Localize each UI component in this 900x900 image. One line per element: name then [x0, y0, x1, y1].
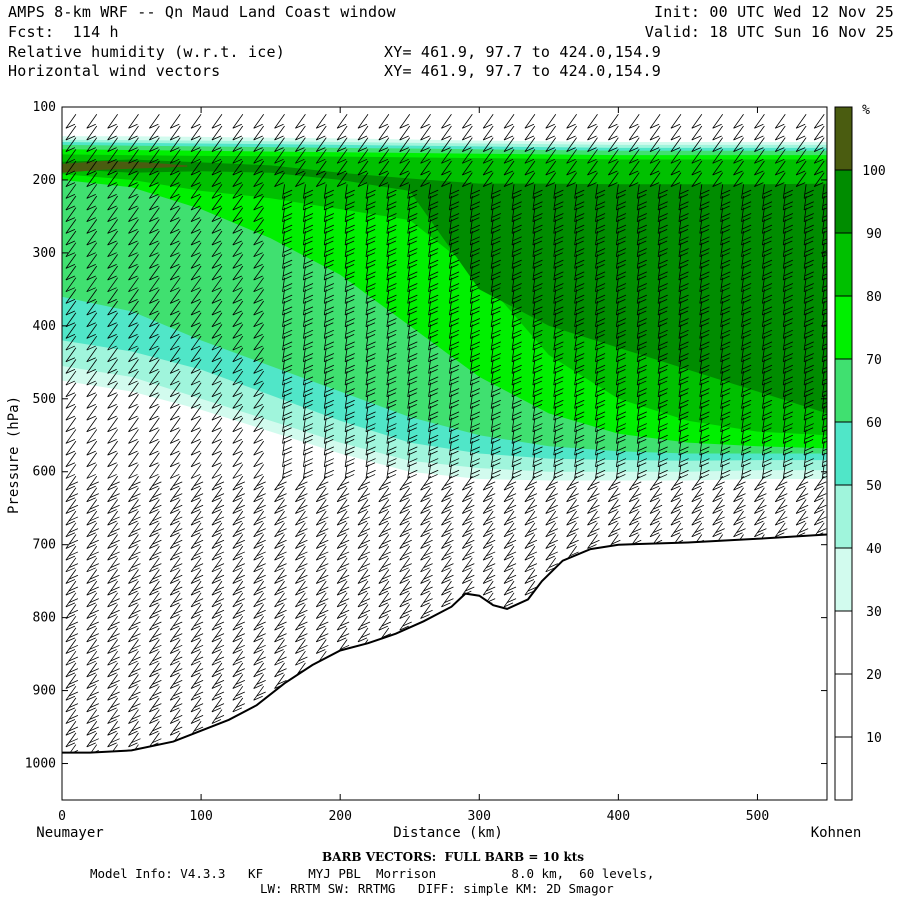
y-tick-label: 100	[33, 100, 56, 115]
wind-barb-column	[86, 114, 99, 759]
colorbar-band	[835, 422, 852, 485]
wind-barb-column	[691, 114, 710, 549]
y-tick-label: 600	[33, 465, 56, 480]
wind-barb-column	[295, 114, 314, 678]
xy-line-2: XY= 461.9, 97.7 to 424.0,154.9	[384, 62, 661, 80]
wind-barb-column	[253, 114, 266, 701]
wind-barb-column	[190, 114, 204, 736]
x-tick-label: 100	[189, 809, 212, 824]
wind-barb-column	[712, 114, 731, 549]
colorbar-band	[835, 485, 852, 548]
wind-barb-column	[128, 114, 141, 759]
wind-barb-column	[107, 114, 120, 759]
barb-note: BARB VECTORS: FULL BARB = 10 kts	[322, 850, 585, 864]
colorbar-band	[835, 548, 852, 611]
colorbar-tick-label: 10	[866, 731, 882, 746]
colorbar-unit: %	[862, 103, 870, 118]
valid-time: Valid: 18 UTC Sun 16 Nov 25	[644, 23, 894, 41]
wind-barb-column	[524, 114, 543, 596]
colorbar-band	[835, 359, 852, 422]
terrain-surface-line	[62, 533, 828, 754]
colorbar-tick-label: 30	[866, 605, 882, 620]
x-tick-label: 500	[746, 809, 769, 824]
plot-frame	[61, 106, 828, 801]
y-axis-label: Pressure (hPa)	[6, 396, 22, 514]
wind-barb-column	[461, 114, 481, 596]
wind-barb-column	[774, 114, 794, 538]
model-info-2: LW: RRTM SW: RRTMG DIFF: simple KM: 2D S…	[260, 881, 614, 896]
wind-barb-column	[420, 114, 439, 619]
rh-band-100	[62, 161, 188, 173]
rh-fill-layer	[62, 136, 827, 481]
y-tick-label: 800	[33, 611, 56, 626]
wind-barb-column	[315, 114, 335, 666]
wind-barb-layer	[65, 114, 827, 759]
left-endpoint-label: Neumayer	[36, 825, 103, 841]
y-tick-label: 700	[33, 538, 56, 553]
x-tick-label: 400	[607, 809, 630, 824]
colorbar-band	[835, 107, 852, 170]
wind-barb-column	[813, 114, 827, 538]
wind-barb-column	[441, 114, 460, 608]
wind-barb-column	[795, 114, 814, 538]
y-tick-label: 900	[33, 684, 56, 699]
wind-barb-column	[399, 114, 418, 631]
colorbar-band	[835, 296, 852, 359]
x-tick-label: 0	[58, 809, 66, 824]
wind-barb-column	[608, 114, 627, 549]
model-info: Model Info: V4.3.3 KF MYJ PBL Morrison 8…	[90, 866, 655, 881]
wind-barb-column	[754, 114, 773, 549]
wind-barb-column	[169, 114, 183, 748]
wind-barb-column	[65, 114, 79, 759]
colorbar-band	[835, 737, 852, 800]
wind-barb-column	[232, 114, 245, 713]
field-label-wind: Horizontal wind vectors	[8, 62, 221, 80]
colorbar: 10 20 30 40 50 60 70 80 90 100	[834, 106, 886, 801]
wind-barb-column	[336, 114, 355, 654]
x-tick-label: 200	[328, 809, 351, 824]
wind-barb-column	[357, 114, 376, 654]
axes: 100 200 300 400 500 600 700 800 900 1000 0 100 200 30…	[25, 100, 827, 824]
wind-barb-column	[149, 114, 162, 748]
colorbar-band	[835, 170, 852, 233]
y-tick-label: 500	[33, 392, 56, 407]
field-label-rh: Relative humidity (w.r.t. ice)	[8, 43, 285, 61]
wind-barb-column	[628, 114, 647, 549]
y-tick-label: 200	[33, 173, 56, 188]
colorbar-tick-label: 50	[866, 479, 882, 494]
right-endpoint-label: Kohnen	[811, 825, 862, 841]
wind-barb-column	[211, 114, 225, 724]
wind-barb-column	[649, 114, 668, 549]
colorbar-tick-label: 60	[866, 416, 882, 431]
colorbar-tick-label: 20	[866, 668, 882, 683]
colorbar-band	[835, 233, 852, 296]
y-tick-label: 1000	[25, 757, 56, 772]
terrain-fill	[62, 534, 827, 800]
chart-title: AMPS 8-km WRF -- Qn Maud Land Coast wind…	[8, 3, 396, 21]
colorbar-band	[835, 674, 852, 737]
colorbar-tick-label: 100	[862, 164, 885, 179]
wind-barb-column	[503, 114, 522, 608]
wind-barb-column	[378, 114, 397, 643]
colorbar-tick-label: 80	[866, 290, 882, 305]
init-time: Init: 00 UTC Wed 12 Nov 25	[654, 3, 894, 21]
rh-band-90	[62, 159, 827, 414]
y-tick-label: 300	[33, 246, 56, 261]
wind-barb-column	[274, 114, 293, 689]
x-tick-label: 300	[468, 809, 491, 824]
xy-line-1: XY= 461.9, 97.7 to 424.0,154.9	[384, 43, 661, 61]
colorbar-band	[835, 611, 852, 674]
colorbar-tick-label: 40	[866, 542, 882, 557]
colorbar-tick-label: 70	[866, 353, 882, 368]
colorbar-tick-label: 90	[866, 227, 882, 242]
wind-barb-column	[587, 114, 606, 549]
forecast-hour: Fcst: 114 h	[8, 23, 119, 41]
y-tick-label: 400	[33, 319, 56, 334]
colorbar-frame	[834, 106, 853, 801]
wind-barb-column	[566, 114, 585, 561]
x-axis-label: Distance (km)	[393, 825, 503, 841]
wind-barb-column	[545, 114, 564, 573]
